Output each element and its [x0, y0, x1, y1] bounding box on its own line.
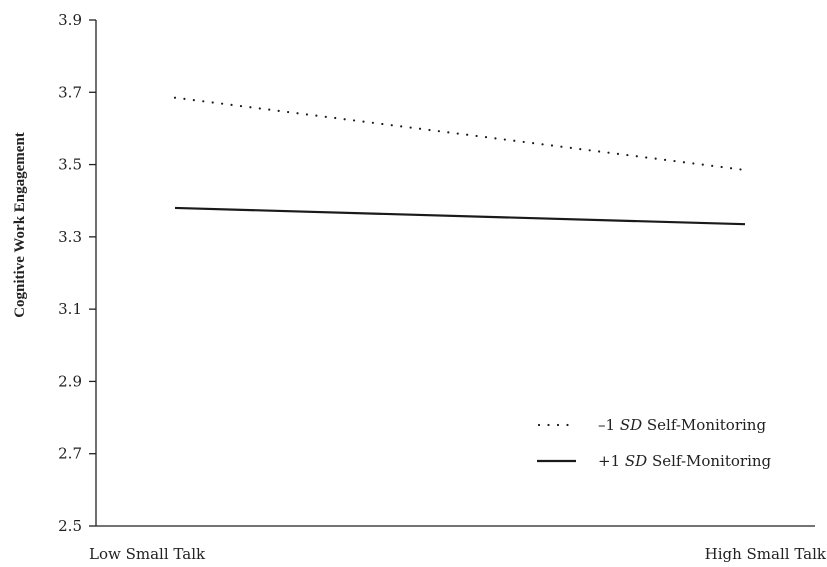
y-tick-label: 2.5 [58, 517, 82, 535]
y-tick-label: 3.3 [58, 228, 82, 246]
y-tick-label: 2.9 [58, 372, 82, 390]
x-tick-label: Low Small Talk [89, 545, 206, 563]
legend: –1 SD Self-Monitoring +1 SD Self-Monitori… [537, 416, 772, 470]
y-axis: 2.5 2.7 2.9 3.1 3.3 3.5 3.7 3.9 [58, 11, 97, 535]
y-tick-label: 3.1 [58, 300, 82, 318]
legend-label: –1 SD Self-Monitoring [598, 416, 766, 434]
series-line-plus-1-sd [174, 206, 746, 226]
y-axis-title: Cognitive Work Engagement [12, 132, 28, 318]
series-layer [173, 96, 747, 226]
legend-label: +1 SD Self-Monitoring [598, 452, 772, 470]
y-tick-label: 2.7 [58, 445, 82, 463]
y-tick-label: 3.5 [58, 156, 82, 174]
y-tick-label: 3.9 [58, 11, 82, 29]
x-axis: Low Small Talk High Small Talk [89, 525, 827, 563]
y-tick-label: 3.7 [58, 83, 82, 101]
x-tick-label: High Small Talk [705, 545, 827, 563]
series-line-minus-1-sd [173, 96, 747, 172]
